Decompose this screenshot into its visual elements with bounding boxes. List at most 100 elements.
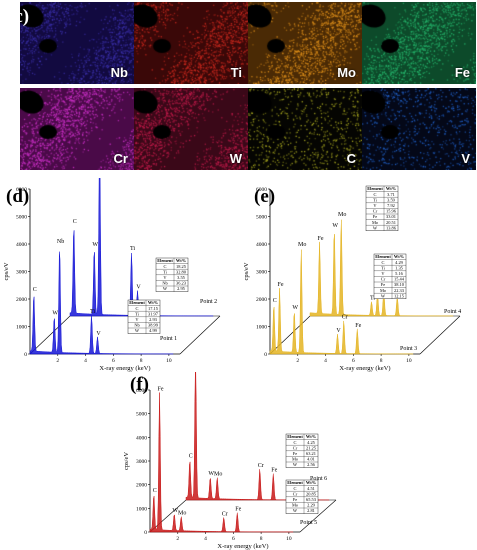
table-cell: Mo <box>372 220 379 225</box>
table-cell: 20.85 <box>306 491 317 496</box>
panel-label: (d) <box>6 186 29 207</box>
element-map-v: V <box>362 88 476 170</box>
peak-label: W <box>208 471 214 477</box>
y-tick-label: 4000 <box>256 242 267 248</box>
table-cell: Element <box>367 186 383 191</box>
table-cell: 18.25 <box>176 264 187 269</box>
peak-label: W <box>332 223 338 229</box>
peak-label: Fe <box>235 507 241 513</box>
table-cell: 2.81 <box>307 508 315 513</box>
table-cell: 2.93 <box>149 317 157 322</box>
table-cell: Element <box>129 300 145 305</box>
table-cell: Element <box>375 254 391 259</box>
element-map-label: Ti <box>230 65 242 80</box>
table-cell: Fe <box>293 451 297 456</box>
table-cell: Element <box>157 258 173 263</box>
table-cell: C <box>382 260 385 265</box>
table-cell: Fe <box>373 214 377 219</box>
x-axis-label: X-ray energy (keV) <box>217 543 268 550</box>
x-tick-label: 6 <box>352 358 355 364</box>
peak-label: Fe <box>318 236 324 242</box>
eds-spectrum-f: (f) 0 1000 2000 3000 4000 5000 6000 2 4 6 8 10 cps/eV… <box>123 372 337 550</box>
y-axis-label: cps/eV <box>123 452 130 470</box>
peak-label: V <box>136 285 141 291</box>
x-tick-label: 8 <box>140 358 143 364</box>
x-tick-label: 8 <box>260 536 263 542</box>
peak-label: Ti <box>370 296 375 302</box>
table-cell: 63.21 <box>306 451 316 456</box>
table-cell: W <box>135 328 140 333</box>
point-label: Point 1 <box>160 336 177 342</box>
table-cell: Cr <box>381 277 386 282</box>
peak-label: Nb <box>57 239 64 245</box>
peak-label: Mo <box>298 242 306 248</box>
x-tick-label: 4 <box>84 358 87 364</box>
table-cell: V <box>135 317 139 322</box>
y-tick-label: 4000 <box>136 435 147 441</box>
table-cell: W <box>163 286 168 291</box>
table-cell: 15.44 <box>394 277 405 282</box>
table-cell: Mo <box>292 503 299 508</box>
table-cell: 4.01 <box>307 457 315 462</box>
table-cell: Element <box>287 434 303 439</box>
peak-label: C <box>153 488 157 494</box>
table-cell: Ti <box>373 197 378 202</box>
y-tick-label: 6000 <box>136 388 147 394</box>
peak-label: Cr <box>342 314 348 320</box>
depth-axis <box>29 315 71 355</box>
table-cell: Wt% <box>306 434 316 439</box>
y-tick-label: 5000 <box>16 215 27 221</box>
x-tick-label: 4 <box>204 536 207 542</box>
y-tick-label: 2000 <box>16 297 27 303</box>
element-map-fe: Fe <box>362 2 476 84</box>
point-label: Point 3 <box>400 346 417 352</box>
table-cell: 32.80 <box>176 269 187 274</box>
x-tick-label: 2 <box>56 358 59 364</box>
point-label: Point 2 <box>200 299 217 305</box>
depth-axis <box>179 315 221 355</box>
y-tick-label: 1000 <box>136 506 147 512</box>
point-label: Point 5 <box>300 520 317 526</box>
table-cell: W <box>381 293 386 298</box>
peak-label: W <box>292 305 298 311</box>
element-map-label: Cr <box>113 151 128 166</box>
element-map-label: W <box>229 151 242 166</box>
table-cell: 2.29 <box>307 503 315 508</box>
x-tick-label: 10 <box>166 358 172 364</box>
depth-axis <box>149 499 187 533</box>
table-cell: 17.15 <box>148 306 159 311</box>
table-cell: Cr <box>293 445 298 450</box>
table-cell: 1.35 <box>395 265 403 270</box>
y-tick-label: 5000 <box>136 412 147 418</box>
table-cell: C <box>294 440 297 445</box>
table-cell: C <box>136 306 139 311</box>
point-label: Point 6 <box>310 476 327 482</box>
y-tick-label: 3000 <box>16 270 27 276</box>
spectrum-point-5 <box>149 392 294 533</box>
table-cell: 12.15 <box>394 293 405 298</box>
table-cell: 31.97 <box>148 311 159 316</box>
peak-label: Cr <box>258 463 264 469</box>
peak-label: Ti <box>90 309 95 315</box>
element-map-label: Mo <box>337 65 356 80</box>
table-cell: Wt% <box>386 186 396 191</box>
table-cell: 4.99 <box>149 328 157 333</box>
element-map-nb: Nb <box>20 2 134 84</box>
x-tick-label: 6 <box>232 536 235 542</box>
table-cell: 15.96 <box>386 209 397 214</box>
element-map-cr: Cr <box>20 88 134 170</box>
y-axis-label: cps/eV <box>243 262 250 280</box>
y-tick-label: 5000 <box>256 215 267 221</box>
eds-spectrum-d: (d) 0 1000 2000 3000 4000 5000 6000 2 4 6 8 10 cps/eV… <box>3 178 221 372</box>
x-tick-label: 8 <box>380 358 383 364</box>
peak-label: Fe <box>158 386 164 392</box>
y-tick-label: 2000 <box>136 483 147 489</box>
element-map-mo: Mo <box>248 2 362 84</box>
element-map-label: C <box>346 151 356 166</box>
peak-label: W <box>172 508 178 514</box>
element-map-label: Nb <box>110 65 128 80</box>
peak-label: W <box>92 242 98 248</box>
table-cell: V <box>163 275 167 280</box>
peak-label: Fe <box>278 282 284 288</box>
element-map-label: V <box>461 151 470 166</box>
